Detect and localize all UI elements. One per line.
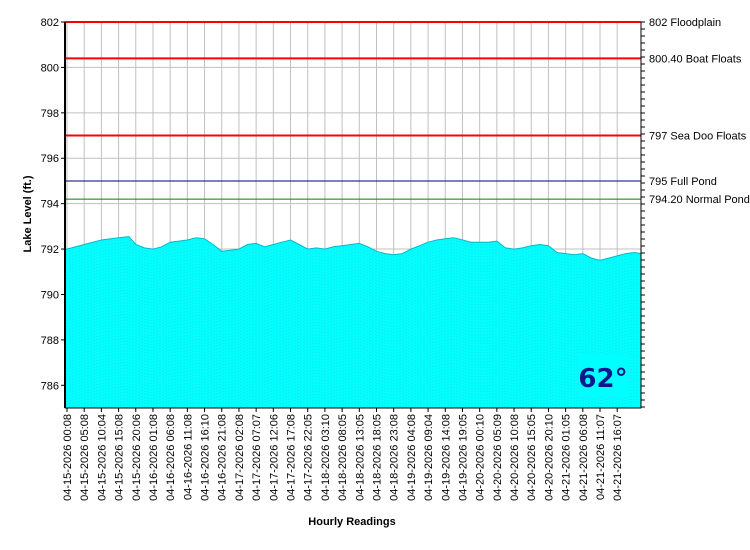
x-tick-label: 04-17-2026 12:06 xyxy=(268,414,280,501)
x-tick-label: 04-18-2026 03:10 xyxy=(320,414,332,501)
x-axis-ticks: 04-15-2026 00:08 04-15-2026 05:08 04-15-20… xyxy=(62,408,624,501)
x-tick-label: 04-19-2026 14:08 xyxy=(440,414,452,501)
x-tick-label: 04-18-2026 08:05 xyxy=(337,414,349,501)
x-tick-label: 04-20-2026 20:10 xyxy=(543,414,555,501)
y-tick-label: 794 xyxy=(41,199,59,211)
x-tick-label: 04-20-2026 00:10 xyxy=(475,414,487,501)
y-tick-label: 800 xyxy=(41,62,59,74)
x-tick-label: 04-19-2026 04:08 xyxy=(406,414,418,501)
x-tick-label: 04-17-2026 22:05 xyxy=(303,414,315,501)
reference-line-label: 795 Full Pond xyxy=(649,176,717,188)
x-tick-label: 04-20-2026 15:05 xyxy=(526,414,538,501)
x-tick-label: 04-21-2026 11:07 xyxy=(595,414,607,500)
y-tick-label: 802 xyxy=(41,17,59,29)
x-tick-label: 04-15-2026 20:06 xyxy=(131,414,143,501)
y-tick-label: 790 xyxy=(41,289,59,301)
y-tick-label: 786 xyxy=(41,380,59,392)
x-tick-label: 04-21-2026 06:08 xyxy=(578,414,590,501)
x-tick-label: 04-15-2026 00:08 xyxy=(62,414,74,501)
x-tick-label: 04-16-2026 21:08 xyxy=(217,414,229,501)
x-tick-label: 04-15-2026 05:08 xyxy=(79,414,91,501)
y-axis-ticks: 786 788 790 792 794 796 798 800 802 xyxy=(41,17,65,392)
x-tick-label: 04-18-2026 13:05 xyxy=(354,414,366,501)
reference-line-label: 802 Floodplain xyxy=(649,17,721,29)
y-tick-label: 792 xyxy=(41,244,59,256)
x-tick-label: 04-18-2026 23:08 xyxy=(389,414,401,501)
plot-border xyxy=(64,21,645,409)
reference-line-label: 794.20 Normal Pond xyxy=(649,194,750,206)
x-tick-label: 04-17-2026 17:08 xyxy=(286,414,298,501)
x-tick-label: 04-19-2026 09:04 xyxy=(423,414,435,501)
x-axis-title: Hourly Readings xyxy=(308,516,395,528)
x-tick-label: 04-17-2026 02:08 xyxy=(234,414,246,501)
x-tick-label: 04-20-2026 05:09 xyxy=(492,414,504,501)
x-tick-label: 04-16-2026 11:08 xyxy=(182,414,194,500)
x-tick-label: 04-16-2026 06:08 xyxy=(165,414,177,501)
y-tick-label: 796 xyxy=(41,153,59,165)
level-area xyxy=(64,236,642,409)
x-tick-label: 04-17-2026 07:07 xyxy=(251,414,263,501)
x-tick-label: 04-21-2026 01:05 xyxy=(561,414,573,501)
y-tick-label: 788 xyxy=(41,335,59,347)
x-tick-label: 04-21-2026 16:07 xyxy=(612,414,624,501)
temperature-badge-background xyxy=(578,355,628,397)
x-tick-label: 04-20-2026 10:08 xyxy=(509,414,521,501)
y-axis-title: Lake Level (ft.) xyxy=(22,175,34,252)
y-tick-label: 798 xyxy=(41,108,59,120)
x-tick-label: 04-16-2026 01:08 xyxy=(148,414,160,501)
temperature-badge-text: 62° xyxy=(578,364,627,394)
water-level-area xyxy=(64,236,642,409)
x-tick-label: 04-15-2026 15:08 xyxy=(114,414,126,501)
x-tick-label: 04-16-2026 16:10 xyxy=(200,414,212,501)
reference-line-label: 800.40 Boat Floats xyxy=(649,53,742,65)
x-tick-label: 04-18-2026 18:05 xyxy=(371,414,383,501)
temperature-badge: 62° xyxy=(578,355,628,397)
reference-lines: 802 Floodplain 800.40 Boat Floats 797 Sea … xyxy=(65,17,750,206)
reference-line-label: 797 Sea Doo Floats xyxy=(649,131,747,143)
x-tick-label: 04-19-2026 19:05 xyxy=(457,414,469,501)
x-tick-label: 04-15-2026 10:04 xyxy=(96,414,108,501)
